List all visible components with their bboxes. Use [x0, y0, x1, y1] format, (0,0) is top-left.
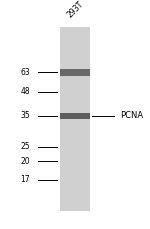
- Text: 293T: 293T: [65, 0, 85, 19]
- Text: 20: 20: [20, 157, 30, 166]
- Bar: [60, 113, 90, 119]
- Text: 48: 48: [20, 87, 30, 96]
- Text: 35: 35: [20, 111, 30, 120]
- Text: PCNA: PCNA: [120, 111, 143, 120]
- Bar: [60, 27, 90, 211]
- Text: 17: 17: [20, 175, 30, 184]
- Text: 25: 25: [20, 142, 30, 151]
- Bar: [60, 69, 90, 76]
- Text: 63: 63: [20, 68, 30, 77]
